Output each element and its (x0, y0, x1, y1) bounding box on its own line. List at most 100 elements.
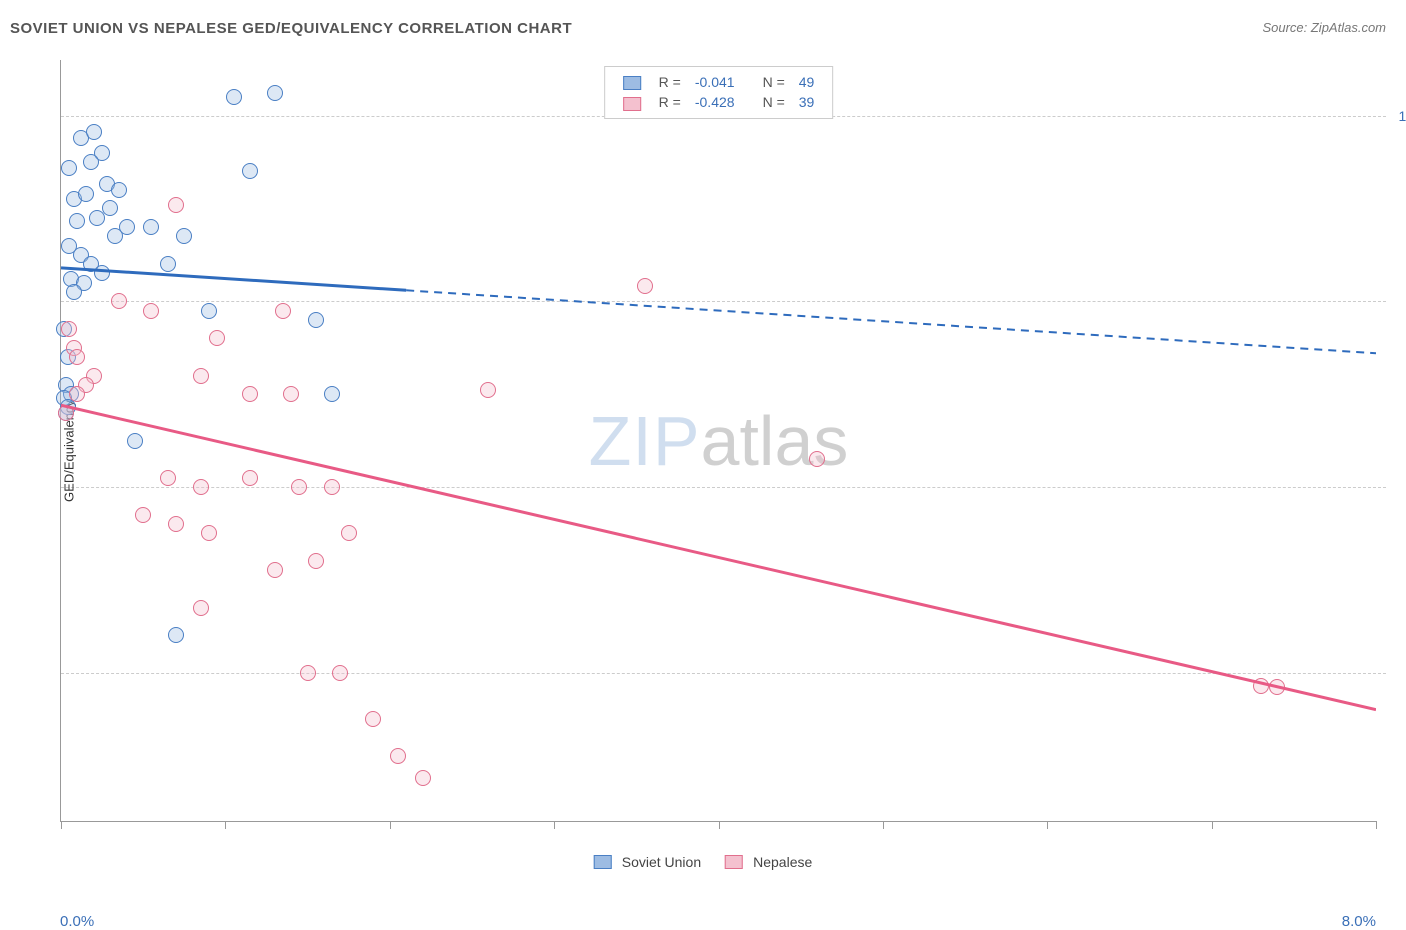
data-point (111, 182, 127, 198)
data-point (267, 562, 283, 578)
data-point (1269, 679, 1285, 695)
legend-item: Soviet Union (594, 854, 701, 870)
data-point (275, 303, 291, 319)
data-point (143, 219, 159, 235)
data-point (324, 386, 340, 402)
source-label: Source: ZipAtlas.com (1262, 20, 1386, 35)
data-point (365, 711, 381, 727)
n-value: 49 (793, 73, 821, 91)
chart-title: SOVIET UNION VS NEPALESE GED/EQUIVALENCY… (10, 20, 572, 37)
data-point (69, 386, 85, 402)
data-point (69, 213, 85, 229)
x-tick (1376, 821, 1377, 829)
data-point (66, 284, 82, 300)
trend-lines (61, 60, 1376, 821)
data-point (308, 312, 324, 328)
legend-label: Nepalese (753, 854, 812, 870)
legend-item: Nepalese (725, 854, 812, 870)
x-tick (1212, 821, 1213, 829)
legend-correlation: R =-0.041 N =49 R =-0.428 N =39 (604, 66, 834, 119)
x-tick (61, 821, 62, 829)
legend-series: Soviet Union Nepalese (594, 854, 813, 870)
data-point (242, 386, 258, 402)
data-point (160, 256, 176, 272)
x-tick (1047, 821, 1048, 829)
data-point (160, 470, 176, 486)
data-point (168, 627, 184, 643)
data-point (332, 665, 348, 681)
chart-container: SOVIET UNION VS NEPALESE GED/EQUIVALENCY… (10, 20, 1396, 882)
data-point (86, 124, 102, 140)
plot-area: ZIPatlas R =-0.041N =49R =-0.428N =39 70… (60, 60, 1376, 822)
data-point (89, 210, 105, 226)
r-label: R = (653, 93, 687, 111)
data-point (135, 507, 151, 523)
data-point (308, 553, 324, 569)
x-tick (225, 821, 226, 829)
gridline (61, 673, 1386, 674)
legend-row: R =-0.428 N =39 (617, 93, 821, 111)
data-point (291, 479, 307, 495)
data-point (111, 293, 127, 309)
legend-label: Soviet Union (622, 854, 701, 870)
data-point (300, 665, 316, 681)
x-tick (719, 821, 720, 829)
legend-swatch (623, 76, 641, 90)
data-point (809, 451, 825, 467)
n-label: N = (757, 73, 791, 91)
n-label: N = (757, 93, 791, 111)
watermark-zip: ZIP (589, 402, 701, 480)
data-point (61, 321, 77, 337)
legend-swatch (594, 855, 612, 869)
data-point (78, 186, 94, 202)
y-tick-label: 70.0% (1386, 665, 1406, 681)
data-point (283, 386, 299, 402)
n-value: 39 (793, 93, 821, 111)
data-point (176, 228, 192, 244)
gridline (61, 301, 1386, 302)
data-point (242, 163, 258, 179)
y-tick-label: 90.0% (1386, 293, 1406, 309)
data-point (143, 303, 159, 319)
watermark: ZIPatlas (589, 401, 849, 481)
data-point (267, 85, 283, 101)
legend-swatch (725, 855, 743, 869)
data-point (107, 228, 123, 244)
data-point (102, 200, 118, 216)
data-point (193, 600, 209, 616)
data-point (324, 479, 340, 495)
data-point (58, 405, 74, 421)
data-point (69, 349, 85, 365)
data-point (61, 160, 77, 176)
data-point (127, 433, 143, 449)
data-point (193, 368, 209, 384)
data-point (226, 89, 242, 105)
data-point (637, 278, 653, 294)
watermark-atlas: atlas (701, 402, 849, 480)
data-point (168, 516, 184, 532)
data-point (242, 470, 258, 486)
data-point (201, 303, 217, 319)
gridline (61, 487, 1386, 488)
data-point (480, 382, 496, 398)
x-axis-max-label: 8.0% (1342, 913, 1376, 930)
x-tick (883, 821, 884, 829)
data-point (390, 748, 406, 764)
data-point (83, 154, 99, 170)
data-point (341, 525, 357, 541)
y-tick-label: 100.0% (1386, 108, 1406, 124)
data-point (1253, 678, 1269, 694)
r-value: -0.041 (689, 73, 741, 91)
y-tick-label: 80.0% (1386, 479, 1406, 495)
data-point (168, 197, 184, 213)
x-axis-min-label: 0.0% (60, 913, 94, 930)
data-point (193, 479, 209, 495)
data-point (201, 525, 217, 541)
data-point (209, 330, 225, 346)
legend-swatch (623, 97, 641, 111)
data-point (94, 265, 110, 281)
r-value: -0.428 (689, 93, 741, 111)
x-tick (554, 821, 555, 829)
x-tick (390, 821, 391, 829)
legend-row: R =-0.041N =49 (617, 73, 821, 91)
